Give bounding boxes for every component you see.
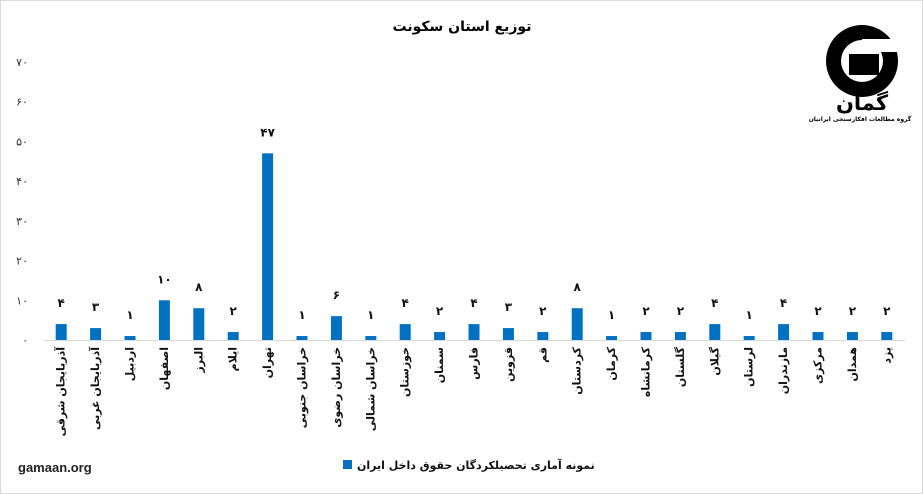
bar-9	[330, 316, 342, 340]
bar-20	[709, 324, 721, 340]
bar-23	[812, 332, 824, 340]
x-tick-label-2: آذربایجان غربی	[88, 347, 102, 430]
y-tick-label-30: ۳۰	[16, 215, 28, 228]
bar-11	[399, 324, 411, 340]
bar-3	[124, 336, 136, 340]
y-tick-label-40: ۴۰	[16, 175, 28, 188]
bar-17	[606, 336, 618, 340]
gamaan-logo: گمان گروه مطالعات افکارسنجی ایرانیان	[809, 25, 912, 123]
x-tick-label-1: آذربایجان شرقی	[54, 347, 68, 437]
x-tick-label-13: فارس	[468, 347, 481, 380]
data-label-4: ۱۰	[157, 272, 172, 286]
logo-wordmark: گمان	[836, 90, 889, 115]
legend-swatch	[343, 460, 352, 469]
y-tick-label-10: ۱۰	[16, 294, 28, 307]
data-label-23: ۲	[814, 304, 822, 318]
x-tick-label-10: خراسان شمالی	[364, 347, 377, 431]
x-tick-label-15: قم	[536, 347, 549, 363]
bar-14	[502, 328, 514, 340]
x-tick-label-25: یزد	[880, 347, 893, 364]
legend: نمونه آماری تحصیلکردگان حقوق داخل ایران	[343, 458, 595, 472]
x-tick-label-9: خراسان رضوی	[330, 347, 343, 428]
x-tick-label-4: اصفهان	[158, 347, 171, 390]
data-label-9: ۶	[333, 288, 340, 302]
bar-19	[674, 332, 686, 340]
data-label-17: ۱	[608, 308, 615, 322]
y-axis-labels: ۰ ۱۰ ۲۰ ۳۰ ۴۰ ۵۰ ۶۰ ۷۰	[16, 56, 28, 347]
y-tick-label-20: ۲۰	[16, 255, 28, 268]
data-label-7: ۴۷	[260, 125, 275, 139]
x-tick-label-22: مازندران	[777, 347, 790, 394]
data-label-16: ۸	[574, 280, 582, 294]
data-label-11: ۴	[402, 296, 409, 310]
data-label-25: ۲	[883, 304, 891, 318]
bar-6	[227, 332, 239, 340]
data-labels: ۴ ۳ ۱ ۱۰ ۸ ۲ ۴۷ ۱ ۶ ۱ ۴ ۲ ۴ ۳ ۲ ۸ ۱ ۲ ۲ ۴ ۱ ۴ ۲ ۲ ۲	[58, 125, 892, 322]
bar-8	[296, 336, 308, 340]
y-tick-label-0: ۰	[22, 334, 28, 347]
bar-1	[55, 324, 67, 340]
legend-label: نمونه آماری تحصیلکردگان حقوق داخل ایران	[357, 458, 595, 472]
bar-12	[434, 332, 446, 340]
x-tick-label-17: کرمان	[605, 346, 618, 380]
y-tick-label-60: ۶۰	[16, 96, 28, 109]
y-tick-label-50: ۵۰	[16, 135, 28, 148]
data-label-5: ۸	[195, 280, 203, 294]
bar-22	[778, 324, 790, 340]
bar-15	[537, 332, 549, 340]
data-label-10: ۱	[367, 308, 374, 322]
data-label-18: ۲	[642, 304, 650, 318]
x-tick-label-12: سمنان	[433, 347, 446, 383]
x-tick-label-24: همدان	[846, 347, 859, 382]
x-tick-label-11: خوزستان	[399, 347, 412, 397]
bar-10	[365, 336, 377, 340]
bar-7	[262, 153, 274, 340]
bar-18	[640, 332, 652, 340]
x-tick-label-3: اردبیل	[124, 347, 137, 381]
bar-21	[743, 336, 755, 340]
x-axis-labels: آذربایجان شرقی آذربایجان غربی اردبیل اصفهان…	[54, 346, 894, 436]
bar-13	[468, 324, 480, 340]
x-tick-label-7: تهران	[261, 347, 274, 378]
x-tick-label-6: ایلام	[227, 347, 240, 371]
x-tick-label-5: البرز	[192, 347, 205, 374]
logo-tagline: گروه مطالعات افکارسنجی ایرانیان	[809, 115, 912, 123]
bar-4	[158, 300, 170, 340]
bar-24	[846, 332, 858, 340]
chart-title: توزیع استان سکونت	[393, 19, 532, 35]
x-tick-label-8: خراسان جنوبی	[296, 347, 309, 428]
x-tick-label-21: لرستان	[743, 347, 756, 387]
x-tick-label-18: کرمانشاه	[640, 346, 653, 397]
gamaan-logo-icon	[826, 25, 902, 97]
data-label-6: ۲	[230, 304, 238, 318]
data-label-1: ۴	[58, 296, 65, 310]
bars	[55, 153, 893, 340]
footer-website: gamaan.org	[18, 460, 92, 475]
data-label-12: ۲	[436, 304, 444, 318]
data-label-8: ۱	[298, 308, 305, 322]
data-label-21: ۱	[746, 308, 753, 322]
data-label-2: ۳	[92, 300, 100, 314]
y-tick-label-70: ۷۰	[16, 56, 28, 69]
data-label-3: ۱	[126, 308, 133, 322]
bar-2	[90, 328, 102, 340]
data-label-22: ۴	[780, 296, 787, 310]
data-label-15: ۲	[539, 304, 547, 318]
x-tick-label-23: مرکزی	[812, 347, 825, 384]
bar-5	[193, 308, 205, 340]
x-tick-label-16: کردستان	[571, 346, 584, 394]
x-tick-label-14: قزوین	[502, 347, 515, 382]
bar-16	[571, 308, 583, 340]
x-tick-label-20: گیلان	[708, 346, 721, 375]
x-tick-label-19: گلستان	[674, 346, 687, 387]
data-label-19: ۲	[677, 304, 685, 318]
data-label-20: ۴	[711, 296, 718, 310]
data-label-14: ۳	[505, 300, 513, 314]
data-label-13: ۴	[470, 296, 477, 310]
data-label-24: ۲	[849, 304, 857, 318]
bar-25	[881, 332, 893, 340]
